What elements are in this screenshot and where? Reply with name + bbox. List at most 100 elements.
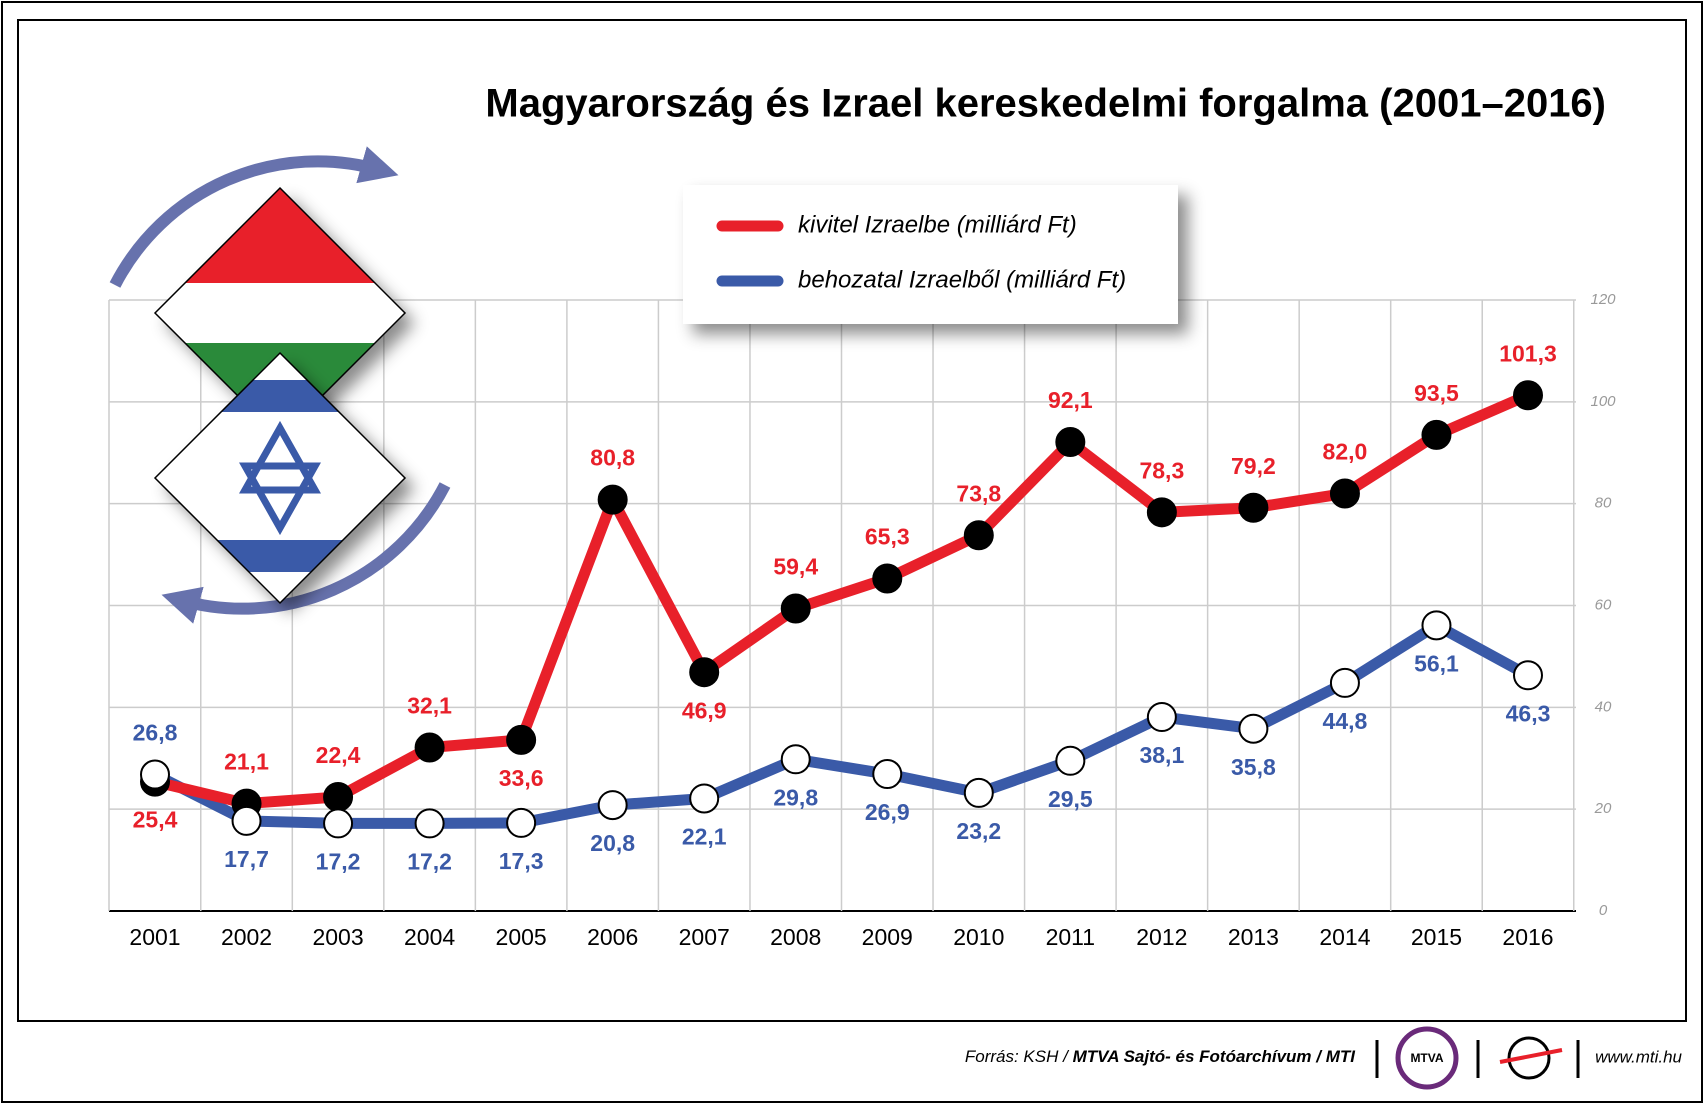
data-label: 82,0 <box>1323 439 1368 465</box>
x-tick-label: 2011 <box>1046 924 1095 950</box>
point <box>231 805 262 836</box>
y-tick-label: 20 <box>1594 800 1612 817</box>
footer-source: Forrás: KSH / MTVA Sajtó- és Fotóarchívu… <box>965 1047 1356 1066</box>
point <box>1146 702 1177 733</box>
data-label: 20,8 <box>590 830 635 856</box>
data-label: 32,1 <box>407 693 452 719</box>
y-tick-label: 60 <box>1595 596 1612 613</box>
x-tick-label: 2001 <box>129 924 180 950</box>
data-label: 26,8 <box>133 720 178 746</box>
data-label: 46,9 <box>682 697 727 723</box>
point <box>780 593 811 624</box>
data-label: 17,2 <box>407 849 452 875</box>
data-label: 17,2 <box>316 849 361 875</box>
x-tick-label: 2012 <box>1136 924 1187 950</box>
y-tick-label: 100 <box>1590 393 1616 410</box>
data-label: 38,1 <box>1139 742 1184 768</box>
point <box>872 759 903 790</box>
point <box>1329 667 1360 698</box>
flags-icon <box>109 146 451 624</box>
legend-label: kivitel Izraelbe (milliárd Ft) <box>798 211 1077 238</box>
y-tick-label: 80 <box>1595 495 1612 512</box>
data-label: 46,3 <box>1506 700 1551 726</box>
x-tick-label: 2007 <box>679 924 730 950</box>
point <box>1329 478 1360 509</box>
x-tick-label: 2014 <box>1319 924 1370 950</box>
point <box>1513 660 1543 691</box>
data-label: 73,8 <box>956 480 1001 506</box>
data-label: 33,6 <box>499 765 544 791</box>
legend-box <box>683 185 1178 324</box>
data-label: 17,3 <box>499 848 544 874</box>
point <box>1238 713 1269 744</box>
x-tick-label: 2004 <box>404 924 455 950</box>
point <box>780 744 811 775</box>
footer-url: www.mti.hu <box>1595 1047 1682 1066</box>
point <box>1421 610 1452 641</box>
point <box>1421 419 1452 450</box>
data-label: 26,9 <box>865 799 910 825</box>
x-tick-label: 2005 <box>496 924 547 950</box>
data-label: 59,4 <box>773 554 818 580</box>
y-tick-label: 40 <box>1595 698 1612 715</box>
chart-frame <box>17 19 1687 1022</box>
y-tick-label: 0 <box>1599 902 1608 919</box>
data-label: 17,7 <box>224 846 269 872</box>
point <box>1146 497 1177 528</box>
point <box>506 807 537 838</box>
logo-text: MTVA <box>1410 1051 1443 1065</box>
x-tick-label: 2016 <box>1502 924 1553 950</box>
mti-logo <box>1499 1036 1563 1080</box>
data-label: 56,1 <box>1414 650 1459 676</box>
point <box>689 783 720 814</box>
data-label: 35,8 <box>1231 754 1276 780</box>
data-label: 29,8 <box>773 784 818 810</box>
x-tick-label: 2006 <box>587 924 638 950</box>
data-label: 101,3 <box>1499 340 1557 366</box>
data-label: 80,8 <box>590 445 635 471</box>
source-prefix: Forrás: KSH / <box>965 1047 1070 1066</box>
point <box>1238 492 1269 523</box>
x-tick-label: 2015 <box>1411 924 1462 950</box>
point <box>414 808 445 839</box>
point <box>1055 745 1086 776</box>
series-line <box>152 619 1531 829</box>
x-tick-label: 2009 <box>862 924 913 950</box>
chart-title: Magyarország és Izrael kereskedelmi forg… <box>485 82 1606 126</box>
legend-label: behozatal Izraelből (milliárd Ft) <box>798 266 1126 293</box>
x-tick-label: 2010 <box>953 924 1004 950</box>
point <box>414 732 445 763</box>
y-tick-label: 120 <box>1590 291 1616 308</box>
point <box>872 563 903 594</box>
x-tick-label: 2013 <box>1228 924 1279 950</box>
point <box>597 484 628 515</box>
point <box>1513 380 1543 411</box>
data-label: 22,4 <box>316 742 361 768</box>
point <box>323 781 354 812</box>
point <box>323 808 354 839</box>
point <box>963 777 994 808</box>
point <box>689 657 720 688</box>
data-label: 44,8 <box>1323 708 1368 734</box>
data-label: 92,1 <box>1048 387 1093 413</box>
data-label: 78,3 <box>1139 457 1184 483</box>
point <box>1055 427 1086 458</box>
point <box>140 759 170 790</box>
point <box>506 724 537 755</box>
data-label: 22,1 <box>682 824 727 850</box>
data-label: 25,4 <box>133 807 178 833</box>
x-tick-label: 2008 <box>770 924 821 950</box>
point <box>597 790 628 821</box>
data-label: 79,2 <box>1231 453 1276 479</box>
data-label: 93,5 <box>1414 380 1459 406</box>
series-line <box>153 390 1531 810</box>
data-label: 21,1 <box>224 749 269 775</box>
point <box>963 520 994 551</box>
x-tick-label: 2002 <box>221 924 272 950</box>
source-name: MTVA Sajtó- és Fotóarchívum / MTI <box>1073 1047 1357 1066</box>
data-label: 65,3 <box>865 524 910 550</box>
mtva-logo <box>1395 1026 1459 1090</box>
x-tick-label: 2003 <box>312 924 363 950</box>
